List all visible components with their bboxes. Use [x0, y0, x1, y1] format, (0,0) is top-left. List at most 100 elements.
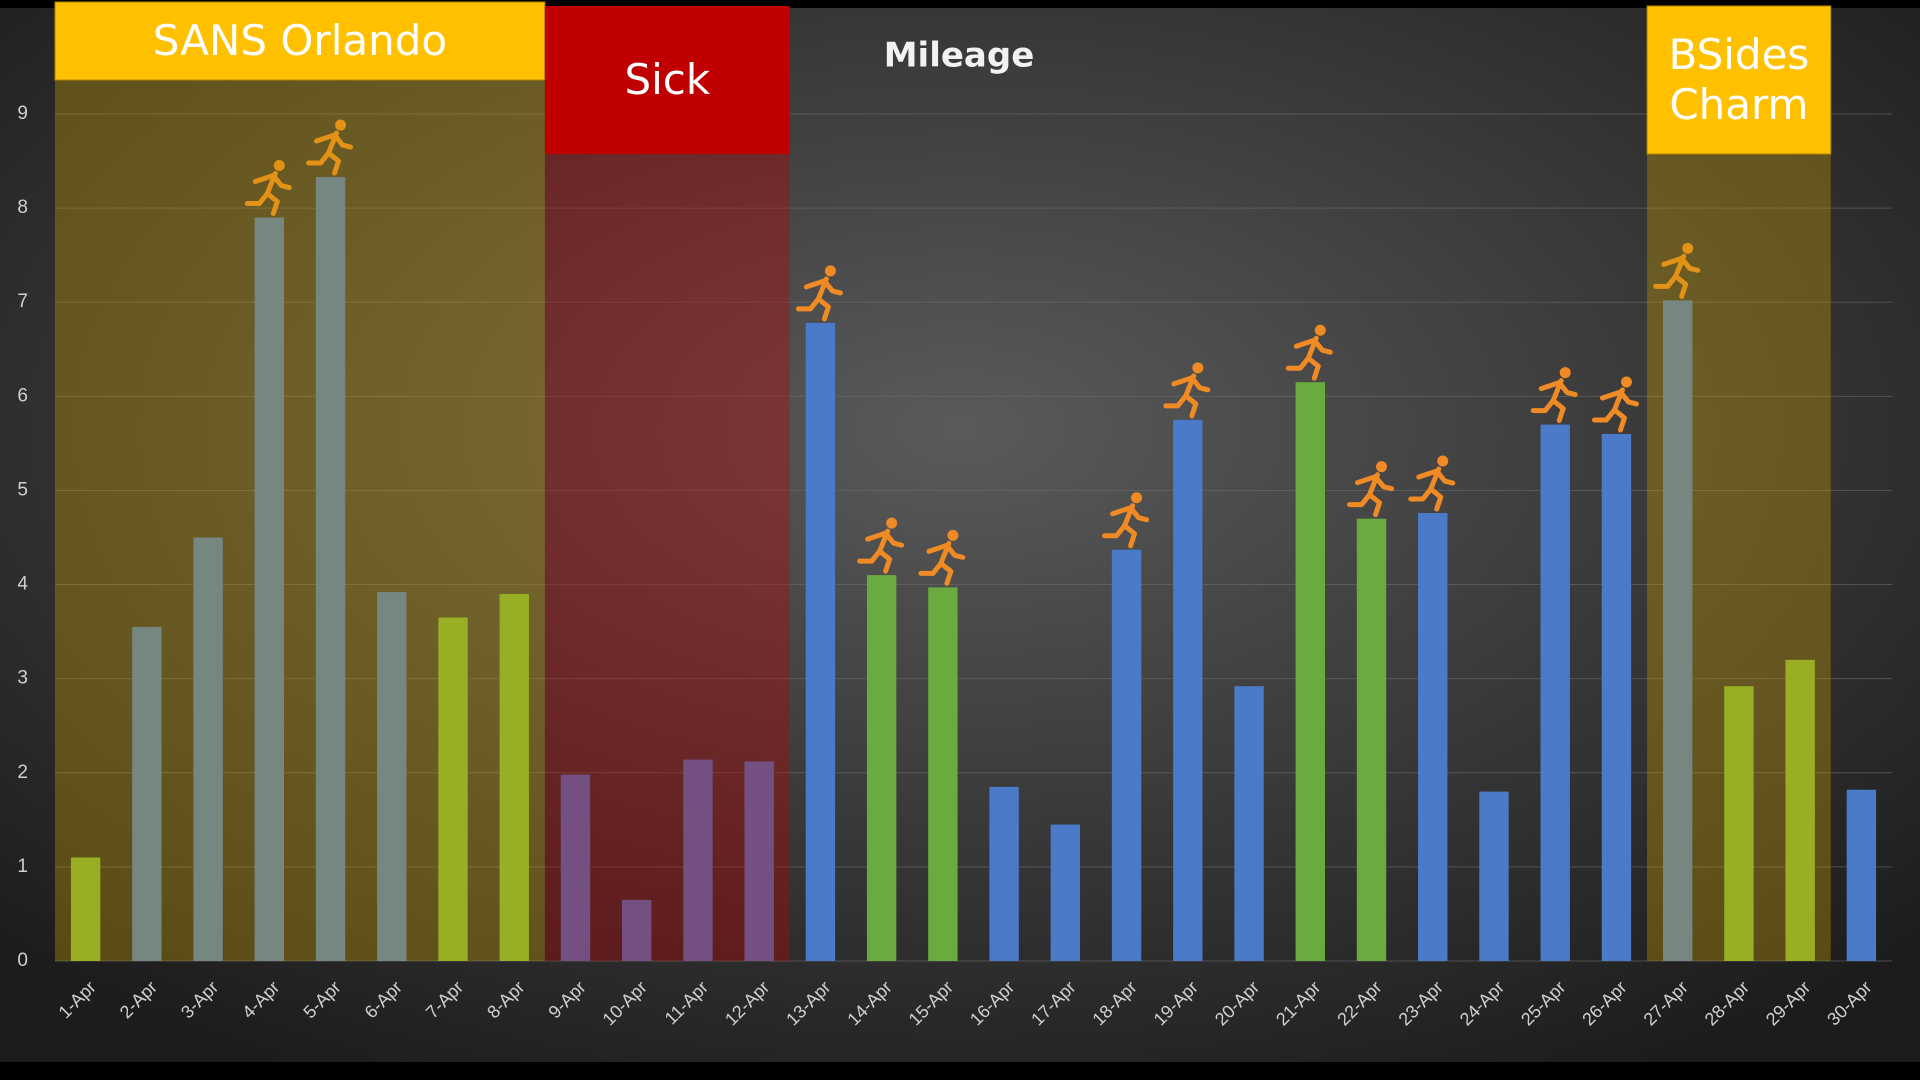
- run-icon: [918, 529, 966, 586]
- annotation-header: [1646, 5, 1832, 155]
- runner-leg2: [1163, 393, 1189, 409]
- bar: [193, 537, 223, 961]
- runner-arms: [926, 542, 966, 560]
- bar: [622, 899, 652, 961]
- run-icon: [795, 265, 843, 322]
- annotation-label: SANS Orlando: [152, 15, 448, 65]
- bar: [1418, 513, 1448, 961]
- runner-arms: [1355, 474, 1395, 492]
- runner-leg2: [795, 296, 821, 312]
- bar: [1295, 382, 1325, 961]
- runner-leg2: [918, 560, 944, 576]
- bar: [1479, 791, 1509, 961]
- runner-leg1: [1367, 492, 1383, 518]
- y-tick-label: 5: [17, 479, 28, 500]
- runner-head: [1131, 492, 1143, 504]
- y-tick-label: 7: [17, 291, 28, 312]
- runner-leg2: [1102, 523, 1128, 539]
- bar: [928, 587, 958, 961]
- runner-arms: [1293, 337, 1333, 355]
- run-icon: [1347, 461, 1395, 518]
- runner-leg1: [1428, 486, 1444, 512]
- bar: [315, 177, 346, 961]
- runner-head: [1682, 242, 1694, 254]
- annotation-header: [544, 6, 790, 154]
- runner-leg1: [264, 191, 280, 217]
- run-icon: [1285, 324, 1333, 381]
- chart-title: Mileage: [884, 36, 1035, 76]
- bar: [1173, 419, 1203, 962]
- bar: [70, 857, 101, 961]
- y-tick-label: 3: [17, 668, 28, 689]
- bar: [1111, 549, 1142, 961]
- runner-arms: [1171, 375, 1211, 393]
- runner-arms: [803, 278, 843, 296]
- runner-leg2: [857, 548, 883, 564]
- runner-leg1: [877, 548, 893, 574]
- runner-leg2: [306, 150, 332, 166]
- bar: [1356, 518, 1387, 961]
- runner-leg2: [1408, 486, 1434, 502]
- runner-head: [1192, 362, 1204, 374]
- y-tick-label: 2: [17, 762, 28, 783]
- y-tick-label: 6: [17, 385, 28, 406]
- bar: [499, 593, 529, 961]
- bar: [1050, 824, 1081, 961]
- y-tick-label: 9: [17, 103, 28, 124]
- runner-arms: [314, 132, 354, 150]
- bar: [683, 759, 713, 961]
- run-icon: [1530, 367, 1578, 424]
- runner-leg1: [1550, 398, 1566, 424]
- annotation-label: Sick: [624, 54, 711, 104]
- bar: [805, 322, 836, 962]
- runner-head: [1314, 324, 1326, 336]
- runner-arms: [865, 530, 905, 548]
- runner-head: [273, 160, 285, 172]
- runner-head: [335, 119, 347, 131]
- bar: [377, 592, 407, 961]
- runner-leg1: [1611, 407, 1627, 433]
- bar: [1540, 424, 1570, 962]
- runner-head: [886, 517, 898, 529]
- shade-band: [544, 154, 790, 961]
- runner-leg1: [1305, 355, 1321, 381]
- runner-leg1: [1183, 393, 1199, 419]
- runner-head: [1376, 461, 1388, 473]
- run-icon: [1653, 242, 1701, 299]
- runner-leg1: [815, 296, 831, 322]
- runner-leg1: [938, 560, 954, 586]
- runner-arms: [1661, 255, 1701, 273]
- run-icon: [857, 517, 905, 574]
- bar: [744, 761, 774, 961]
- y-tick-label: 0: [17, 950, 28, 971]
- annotation-label: BSides Charm: [1668, 29, 1810, 129]
- run-icon: [1102, 492, 1150, 549]
- runner-leg1: [1673, 273, 1689, 299]
- runner-leg1: [326, 150, 342, 176]
- runner-arms: [1416, 468, 1456, 486]
- y-tick-label: 8: [17, 197, 28, 218]
- runner-head: [824, 265, 836, 277]
- bar: [866, 575, 897, 961]
- run-icon: [306, 119, 354, 176]
- runner-head: [1620, 376, 1632, 388]
- runner-arms: [1110, 505, 1150, 523]
- runner-leg2: [1653, 273, 1679, 289]
- shade-band: [1647, 154, 1831, 961]
- runner-head: [1437, 455, 1449, 467]
- bar: [1724, 686, 1754, 961]
- bar: [1662, 300, 1693, 962]
- runner-leg2: [244, 191, 270, 207]
- runner-head: [947, 529, 959, 541]
- bar: [1785, 659, 1815, 961]
- shade-band: [55, 80, 545, 961]
- runner-leg2: [1285, 355, 1311, 371]
- y-tick-label: 1: [17, 856, 28, 877]
- runner-arms: [252, 173, 292, 191]
- run-icon: [244, 160, 292, 217]
- run-icon: [1163, 362, 1211, 419]
- y-tick-label: 4: [17, 574, 28, 595]
- runner-arms: [1538, 380, 1578, 398]
